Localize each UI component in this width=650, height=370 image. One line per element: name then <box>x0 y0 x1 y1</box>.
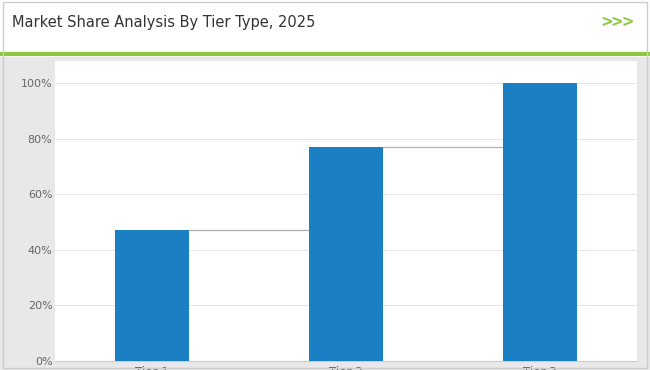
Text: >>>: >>> <box>601 13 634 31</box>
Bar <box>503 83 577 361</box>
Bar <box>309 147 383 361</box>
Bar <box>55 61 637 361</box>
Bar <box>115 230 189 361</box>
Text: Market Share Analysis By Tier Type, 2025: Market Share Analysis By Tier Type, 2025 <box>12 16 315 30</box>
